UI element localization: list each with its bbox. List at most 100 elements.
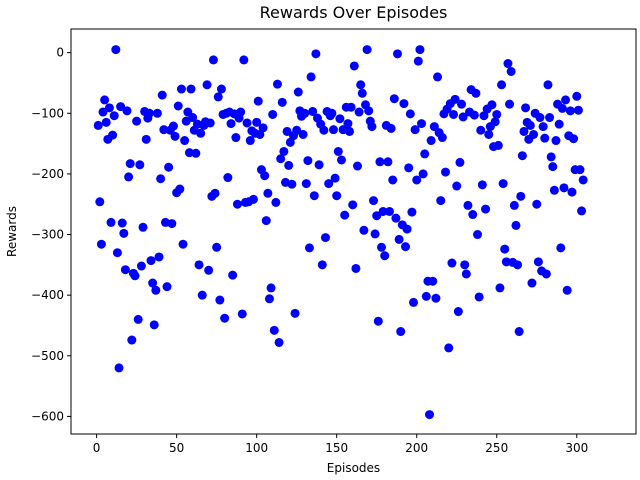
data-point [506, 66, 516, 76]
data-point [292, 125, 302, 135]
data-point [279, 146, 289, 156]
data-point [418, 169, 428, 179]
data-point [164, 162, 174, 172]
data-point [258, 123, 268, 133]
data-point [367, 122, 377, 132]
data-point [119, 228, 129, 238]
data-point [287, 179, 297, 189]
data-point [138, 222, 148, 232]
data-point [269, 325, 279, 335]
data-point [436, 196, 446, 206]
data-point [511, 220, 521, 230]
data-point [213, 92, 223, 102]
data-point [463, 200, 473, 210]
data-point [340, 210, 350, 220]
data-point [417, 119, 427, 129]
data-point [401, 242, 411, 252]
data-point [93, 120, 103, 130]
data-point [359, 225, 369, 235]
data-point [525, 120, 535, 130]
data-point [330, 173, 340, 183]
data-point [261, 216, 271, 226]
data-point [148, 278, 158, 288]
data-point [509, 200, 519, 210]
data-point [268, 109, 278, 119]
data-point [272, 79, 282, 89]
data-point [364, 106, 374, 116]
data-point [375, 157, 385, 167]
data-point [469, 110, 479, 120]
x-tick-label: 250 [485, 441, 508, 455]
data-point [495, 283, 505, 293]
data-point [421, 291, 431, 301]
data-point [242, 118, 252, 128]
data-point [231, 133, 241, 143]
data-point [151, 285, 161, 295]
data-point [96, 239, 106, 249]
data-point [122, 106, 132, 116]
data-point [468, 210, 478, 220]
data-point [167, 219, 177, 229]
data-point [264, 294, 274, 304]
data-point [191, 148, 201, 158]
data-point [490, 117, 500, 127]
x-axis-label: Episodes [327, 461, 380, 475]
data-point [114, 363, 124, 373]
y-tick-label: −300 [31, 228, 64, 242]
data-point [285, 137, 295, 147]
data-point [344, 126, 354, 136]
data-point [223, 173, 233, 183]
data-point [106, 217, 116, 227]
data-point [546, 152, 556, 162]
y-axis-label: Rewards [5, 206, 19, 257]
data-point [304, 243, 314, 253]
data-point [290, 308, 300, 318]
data-point [351, 263, 361, 273]
data-point [452, 181, 462, 191]
data-point [473, 230, 483, 240]
data-point [362, 45, 372, 55]
data-point [333, 146, 343, 156]
data-point [545, 113, 555, 123]
data-point [271, 197, 281, 207]
data-point [186, 84, 196, 94]
data-point [412, 175, 422, 185]
data-point [300, 108, 310, 118]
data-point [409, 297, 419, 307]
data-point [180, 136, 190, 146]
data-point [559, 183, 569, 193]
data-point [385, 206, 395, 216]
data-point [557, 103, 567, 113]
data-point [348, 200, 358, 210]
data-point [125, 159, 135, 169]
x-axis-ticks: 0 50 100 150 200 250 300 [93, 434, 588, 455]
data-point [538, 122, 548, 132]
data-point [208, 55, 218, 65]
data-point [373, 316, 383, 326]
data-point [170, 131, 180, 141]
data-point [336, 155, 346, 165]
data-point [527, 278, 537, 288]
data-point [391, 213, 401, 223]
data-point [124, 172, 134, 182]
data-point [277, 97, 287, 107]
data-point [572, 91, 582, 101]
data-point [332, 191, 342, 201]
data-point [309, 191, 319, 201]
data-point [455, 157, 465, 167]
data-point [532, 199, 542, 209]
data-point [415, 45, 425, 55]
data-point [428, 276, 438, 286]
data-point [324, 179, 334, 189]
data-point [204, 265, 214, 275]
data-point [394, 234, 404, 244]
data-point [356, 80, 366, 90]
data-point [245, 136, 255, 146]
data-point [577, 206, 587, 216]
data-point [562, 285, 572, 295]
data-point [284, 160, 294, 170]
data-point [232, 199, 242, 209]
data-point [215, 295, 225, 305]
data-point [319, 125, 329, 135]
